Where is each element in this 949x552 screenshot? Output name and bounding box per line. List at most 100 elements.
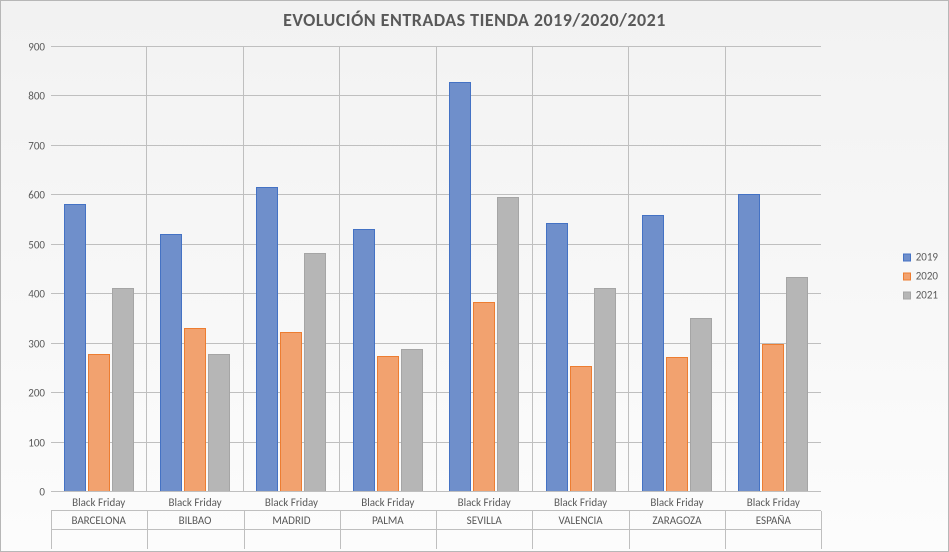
x-tick [629,511,630,530]
category-group: Black FridayPALMA [340,46,436,491]
gridline: 0 [51,491,821,492]
x-label-top: Black Friday [726,496,821,509]
bar-2019 [546,223,568,491]
bar-2019 [642,215,664,491]
category-group: Black FridayZARAGOZA [629,46,725,491]
bar-2019 [353,229,375,491]
bar-2021 [208,354,230,491]
legend-item: 2021 [903,289,938,302]
x-axis-band-1 [51,510,821,511]
x-label-bottom: BARCELONA [51,514,146,527]
bars [51,46,146,491]
bars [340,46,435,491]
x-tick [532,511,533,530]
bar-2020 [88,354,110,491]
x-label-top: Black Friday [244,496,339,509]
bar-2021 [690,318,712,491]
bar-2021 [594,288,616,491]
chart-container: EVOLUCIÓN ENTRADAS TIENDA 2019/2020/2021… [0,0,949,552]
legend-item: 2020 [903,270,938,283]
category-group: Black FridayVALENCIA [533,46,629,491]
category-group: Black FridayBILBAO [147,46,243,491]
bar-2021 [786,277,808,491]
x-tick [725,530,726,549]
chart-title: EVOLUCIÓN ENTRADAS TIENDA 2019/2020/2021 [1,9,948,31]
legend: 2019 2020 2021 [903,245,938,308]
x-tick [821,530,822,549]
x-tick [51,511,52,530]
bar-2019 [256,187,278,491]
x-label-bottom: VALENCIA [533,514,628,527]
bars [147,46,242,491]
x-tick [244,511,245,530]
y-axis-label: 900 [28,41,45,54]
y-axis-label: 0 [39,486,45,499]
category-group: Black FridayMADRID [244,46,340,491]
bars [629,46,724,491]
bar-2020 [280,332,302,491]
bar-2020 [762,344,784,491]
category-group: Black FridayBARCELONA [51,46,147,491]
x-label-top: Black Friday [437,496,532,509]
x-tick [725,511,726,530]
x-label-top: Black Friday [147,496,242,509]
category-group: Black FridaySEVILLA [437,46,533,491]
x-tick [436,530,437,549]
x-tick [147,530,148,549]
bars [533,46,628,491]
x-tick [532,530,533,549]
legend-label: 2019 [916,251,938,264]
x-label-bottom: ZARAGOZA [629,514,724,527]
x-label-top: Black Friday [51,496,146,509]
x-tick [340,530,341,549]
y-axis-label: 800 [28,90,45,103]
legend-swatch [903,272,911,280]
bar-2020 [473,302,495,491]
legend-item: 2019 [903,251,938,264]
bar-2021 [401,349,423,491]
x-label-bottom: BILBAO [147,514,242,527]
bar-2020 [377,356,399,491]
x-label-top: Black Friday [533,496,628,509]
bar-2019 [64,204,86,491]
category-group: Black FridayESPAÑA [726,46,821,491]
x-label-bottom: ESPAÑA [726,514,821,527]
bars [726,46,821,491]
bar-groups: Black FridayBARCELONABlack FridayBILBAOB… [51,46,821,491]
legend-label: 2020 [916,270,938,283]
x-label-top: Black Friday [629,496,724,509]
bar-2020 [570,366,592,491]
bar-2021 [497,197,519,491]
y-axis-label: 100 [28,436,45,449]
x-label-top: Black Friday [340,496,435,509]
y-axis-label: 300 [28,337,45,350]
bar-2020 [184,328,206,491]
x-label-bottom: MADRID [244,514,339,527]
bar-2021 [304,253,326,491]
bar-2021 [112,288,134,491]
x-tick [244,530,245,549]
bar-2020 [666,357,688,491]
y-axis-label: 400 [28,288,45,301]
bar-2019 [160,234,182,491]
bar-2019 [449,82,471,491]
legend-label: 2021 [916,289,938,302]
x-tick [821,511,822,530]
x-tick [147,511,148,530]
y-axis-label: 700 [28,139,45,152]
y-axis-label: 200 [28,387,45,400]
bars [437,46,532,491]
x-tick [51,530,52,549]
x-label-bottom: PALMA [340,514,435,527]
bar-2019 [738,194,760,491]
bars [244,46,339,491]
x-axis-band-2 [51,529,821,530]
x-tick [340,511,341,530]
legend-swatch [903,291,911,299]
plot-area: 0100200300400500600700800900 Black Frida… [51,46,821,491]
x-label-bottom: SEVILLA [437,514,532,527]
legend-swatch [903,253,911,261]
x-tick [436,511,437,530]
y-axis-label: 600 [28,189,45,202]
y-axis-label: 500 [28,238,45,251]
